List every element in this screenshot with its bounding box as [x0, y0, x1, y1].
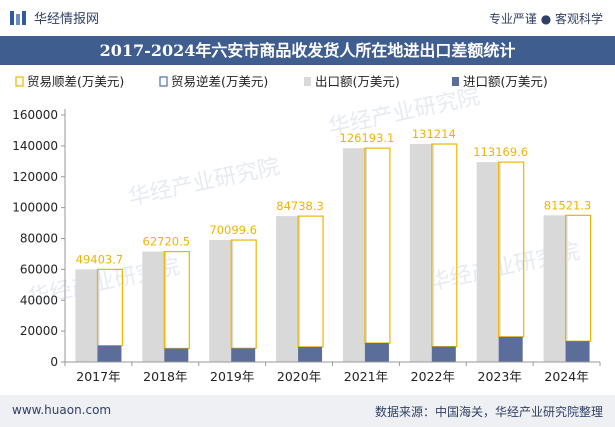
surplus-bar [297, 215, 324, 348]
x-tick-label: 2018年 [143, 369, 187, 384]
y-tick-label: 120000 [12, 170, 58, 184]
y-tick-label: 60000 [20, 262, 58, 276]
x-axis: 2017年 2018年 2019年 2020年 2021年 2022年 2023年 2024年 [64, 361, 601, 384]
data-label: 126193.1 [340, 131, 395, 145]
surplus-bar [364, 147, 391, 344]
export-bar [209, 240, 234, 362]
top-bar: 华经情报网 专业严谨 ● 客观科学 [0, 0, 615, 36]
chart: 贸易顺差(万美元) 贸易逆差(万美元) 出口额(万美元) 进口额(万美元) 华经产业研… [12, 74, 601, 384]
surplus-bar [564, 214, 592, 342]
legend-swatch [159, 76, 168, 87]
y-tick-label: 140000 [12, 139, 58, 153]
surplus-bar [230, 239, 257, 349]
data-label: 70099.6 [209, 223, 257, 237]
x-tick-label: 2022年 [411, 369, 455, 384]
y-tick-label: 40000 [20, 293, 58, 307]
legend-swatch [304, 77, 311, 86]
export-bar [543, 215, 568, 362]
data-label: 49403.7 [76, 252, 124, 266]
legend-label: 出口额(万美元) [315, 74, 400, 89]
slogan: 专业严谨 ● 客观科学 [488, 12, 603, 26]
legend-label: 进口额(万美元) [463, 74, 548, 89]
data-label: 84738.3 [276, 199, 324, 213]
import-bar [565, 341, 590, 362]
legend: 贸易顺差(万美元) 贸易逆差(万美元) 出口额(万美元) 进口额(万美元) [15, 74, 548, 89]
x-tick-label: 2017年 [76, 369, 120, 384]
export-bar [276, 216, 301, 362]
plot-area: 49403.7 62720.5 70099.6 84738.3 126193.1 1312… [75, 127, 591, 362]
surplus-bar [498, 161, 525, 338]
import-bar [231, 348, 256, 362]
watermark-text: 华经产业研究院 [126, 154, 282, 210]
y-tick-label: 80000 [20, 232, 58, 246]
export-bar [409, 144, 434, 362]
footer: www.huaon.com 数据来源：中国海关，华经产业研究院整理 [0, 395, 615, 427]
surplus-bar [431, 143, 458, 348]
brand-name: 华经情报网 [34, 12, 100, 27]
export-bar [342, 148, 367, 362]
import-bar [164, 348, 189, 362]
logo-icon [10, 9, 28, 27]
export-bar [142, 251, 167, 362]
import-bar [97, 345, 122, 362]
legend-label: 贸易逆差(万美元) [171, 74, 268, 89]
legend-swatch [452, 77, 459, 86]
data-label: 131214 [412, 127, 456, 141]
y-tick-label: 20000 [20, 324, 58, 338]
y-tick-label: 0 [50, 355, 58, 369]
import-bar [498, 336, 523, 362]
y-axis: 0 20000 40000 60000 80000 100000 120000 140000 1… [12, 108, 66, 369]
export-bar [476, 162, 501, 362]
x-tick-label: 2023年 [478, 369, 522, 384]
footer-source: 数据来源：中国海关，华经产业研究院整理 [374, 405, 603, 419]
chart-title: 2017-2024年六安市商品收发货人所在地进出口差额统计 [0, 36, 615, 65]
legend-swatch [15, 76, 24, 87]
legend-label: 贸易顺差(万美元) [27, 74, 124, 89]
y-tick-label: 160000 [12, 108, 58, 122]
data-label: 62720.5 [143, 235, 191, 249]
import-bar [431, 346, 456, 362]
y-tick-label: 100000 [12, 201, 58, 215]
x-tick-label: 2020年 [277, 369, 321, 384]
brand-logo: 华经情报网 [10, 8, 99, 27]
import-bar [298, 346, 323, 362]
x-tick-label: 2021年 [344, 369, 388, 384]
data-label: 81521.3 [544, 198, 592, 212]
data-label: 113169.6 [473, 145, 528, 159]
import-bar [364, 343, 389, 362]
export-bar [75, 269, 100, 362]
x-tick-label: 2019年 [210, 369, 254, 384]
x-tick-label: 2024年 [544, 369, 588, 384]
footer-site: www.huaon.com [12, 403, 112, 417]
